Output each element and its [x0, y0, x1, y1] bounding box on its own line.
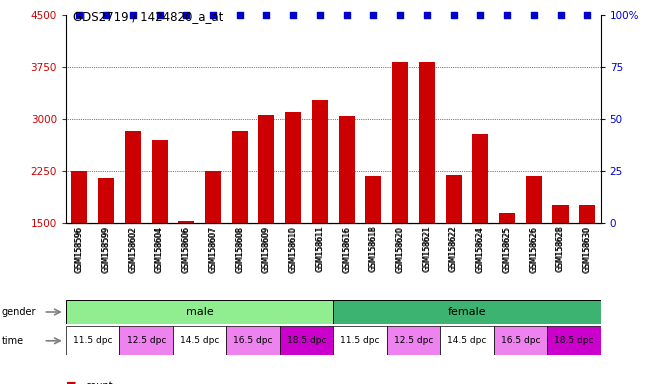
Point: [341, 12, 352, 18]
Text: 12.5 dpc: 12.5 dpc: [127, 336, 166, 345]
Bar: [494, 326, 547, 355]
Bar: [446, 175, 461, 223]
Bar: [366, 176, 381, 223]
Point: [502, 12, 512, 18]
Text: GSM158618: GSM158618: [369, 227, 378, 273]
Text: GSM158620: GSM158620: [395, 227, 405, 273]
Text: GSM158602: GSM158602: [128, 227, 137, 273]
Text: GSM158604: GSM158604: [155, 227, 164, 273]
Text: GSM158608: GSM158608: [235, 227, 244, 273]
Bar: [419, 62, 435, 223]
Text: 11.5 dpc: 11.5 dpc: [73, 336, 112, 345]
Bar: [232, 131, 248, 223]
Text: GSM158616: GSM158616: [342, 227, 351, 273]
Bar: [98, 178, 114, 223]
Bar: [552, 205, 568, 223]
Point: [101, 12, 112, 18]
Text: GSM158626: GSM158626: [529, 227, 539, 273]
Bar: [259, 115, 275, 223]
Text: 12.5 dpc: 12.5 dpc: [394, 336, 433, 345]
Point: [208, 12, 218, 18]
Point: [422, 12, 432, 18]
Text: ■: ■: [66, 381, 77, 384]
Point: [154, 12, 165, 18]
Text: 14.5 dpc: 14.5 dpc: [180, 336, 219, 345]
Point: [181, 12, 191, 18]
Text: 11.5 dpc: 11.5 dpc: [341, 336, 379, 345]
Point: [555, 12, 566, 18]
Bar: [526, 176, 542, 223]
Point: [475, 12, 486, 18]
Text: gender: gender: [1, 307, 36, 317]
Bar: [339, 116, 354, 223]
Text: GSM158621: GSM158621: [422, 227, 432, 273]
Text: count: count: [86, 381, 114, 384]
Point: [315, 12, 325, 18]
Bar: [173, 326, 226, 355]
Text: GSM158606: GSM158606: [182, 227, 191, 273]
Point: [127, 12, 138, 18]
Text: GDS2719 / 1424820_a_at: GDS2719 / 1424820_a_at: [73, 10, 223, 23]
Bar: [387, 326, 440, 355]
Bar: [66, 300, 333, 324]
Text: GSM158625: GSM158625: [502, 227, 512, 273]
Bar: [547, 326, 601, 355]
Bar: [333, 300, 601, 324]
Point: [582, 12, 593, 18]
Text: GSM158599: GSM158599: [102, 227, 111, 273]
Text: GSM158596: GSM158596: [75, 227, 84, 273]
Bar: [440, 326, 494, 355]
Text: GSM158610: GSM158610: [288, 227, 298, 273]
Point: [288, 12, 298, 18]
Bar: [66, 326, 119, 355]
Bar: [392, 62, 408, 223]
Bar: [499, 213, 515, 223]
Bar: [119, 326, 173, 355]
Text: GSM158607: GSM158607: [209, 227, 218, 273]
Point: [74, 12, 84, 18]
Text: 14.5 dpc: 14.5 dpc: [447, 336, 486, 345]
Text: GSM158611: GSM158611: [315, 227, 325, 273]
Bar: [125, 131, 141, 223]
Text: female: female: [447, 307, 486, 317]
Point: [368, 12, 379, 18]
Bar: [473, 134, 488, 223]
Text: GSM158622: GSM158622: [449, 227, 458, 273]
Text: GSM158624: GSM158624: [476, 227, 485, 273]
Point: [261, 12, 272, 18]
Text: 18.5 dpc: 18.5 dpc: [554, 336, 593, 345]
Bar: [285, 112, 301, 223]
Bar: [312, 100, 328, 223]
Bar: [226, 326, 280, 355]
Text: 18.5 dpc: 18.5 dpc: [287, 336, 326, 345]
Text: time: time: [1, 336, 24, 346]
Text: 16.5 dpc: 16.5 dpc: [501, 336, 540, 345]
Bar: [71, 171, 87, 223]
Text: male: male: [185, 307, 214, 317]
Bar: [178, 221, 194, 223]
Bar: [579, 205, 595, 223]
Bar: [333, 326, 387, 355]
Text: 16.5 dpc: 16.5 dpc: [234, 336, 273, 345]
Text: GSM158609: GSM158609: [262, 227, 271, 273]
Point: [448, 12, 459, 18]
Text: GSM158630: GSM158630: [583, 227, 592, 273]
Point: [529, 12, 539, 18]
Point: [234, 12, 245, 18]
Text: GSM158628: GSM158628: [556, 227, 565, 273]
Bar: [205, 171, 221, 223]
Point: [395, 12, 405, 18]
Bar: [280, 326, 333, 355]
Bar: [152, 140, 168, 223]
